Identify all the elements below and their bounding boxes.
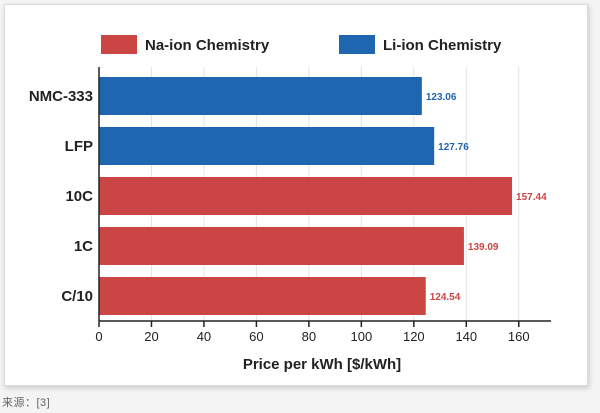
legend-swatch-li-ion [339,35,375,54]
bar-c-10 [99,277,426,315]
x-tick-label: 0 [95,329,102,344]
x-tick-label: 40 [197,329,211,344]
category-label: LFP [65,138,93,155]
legend-label-li-ion: Li-ion Chemistry [383,37,502,54]
x-tick-label: 120 [403,329,425,344]
x-tick-label: 140 [455,329,477,344]
bar-10c [99,177,513,215]
x-tick-label: 100 [351,329,373,344]
bar-value-label: 123.06 [426,92,457,103]
legend-swatch-na-ion [101,35,137,54]
x-tick-label: 20 [144,329,158,344]
category-label: C/10 [61,288,93,305]
category-label: 1C [74,238,93,255]
category-label: 10C [65,188,93,205]
bar-lfp [99,127,435,165]
bar-value-label: 127.76 [438,142,469,153]
source-note: 来源：[3] [2,397,51,409]
x-tick-label: 60 [249,329,263,344]
bar-value-label: 124.54 [430,292,461,303]
legend-label-na-ion: Na-ion Chemistry [145,37,270,54]
chart-frame: Na-ion Chemistry Li-ion Chemistry 123.06 NM… [4,4,588,386]
bar-chart: Na-ion Chemistry Li-ion Chemistry 123.06 NM… [29,35,551,373]
bar-nmc-333 [99,77,422,115]
category-label: NMC-333 [29,88,93,105]
x-axis-label: Price per kWh [$/kWh] [243,356,401,373]
x-tick-label: 80 [302,329,316,344]
bar-value-label: 157.44 [516,192,547,203]
x-tick-label: 160 [508,329,530,344]
bar-value-label: 139.09 [468,242,499,253]
bar-1c [99,227,464,265]
